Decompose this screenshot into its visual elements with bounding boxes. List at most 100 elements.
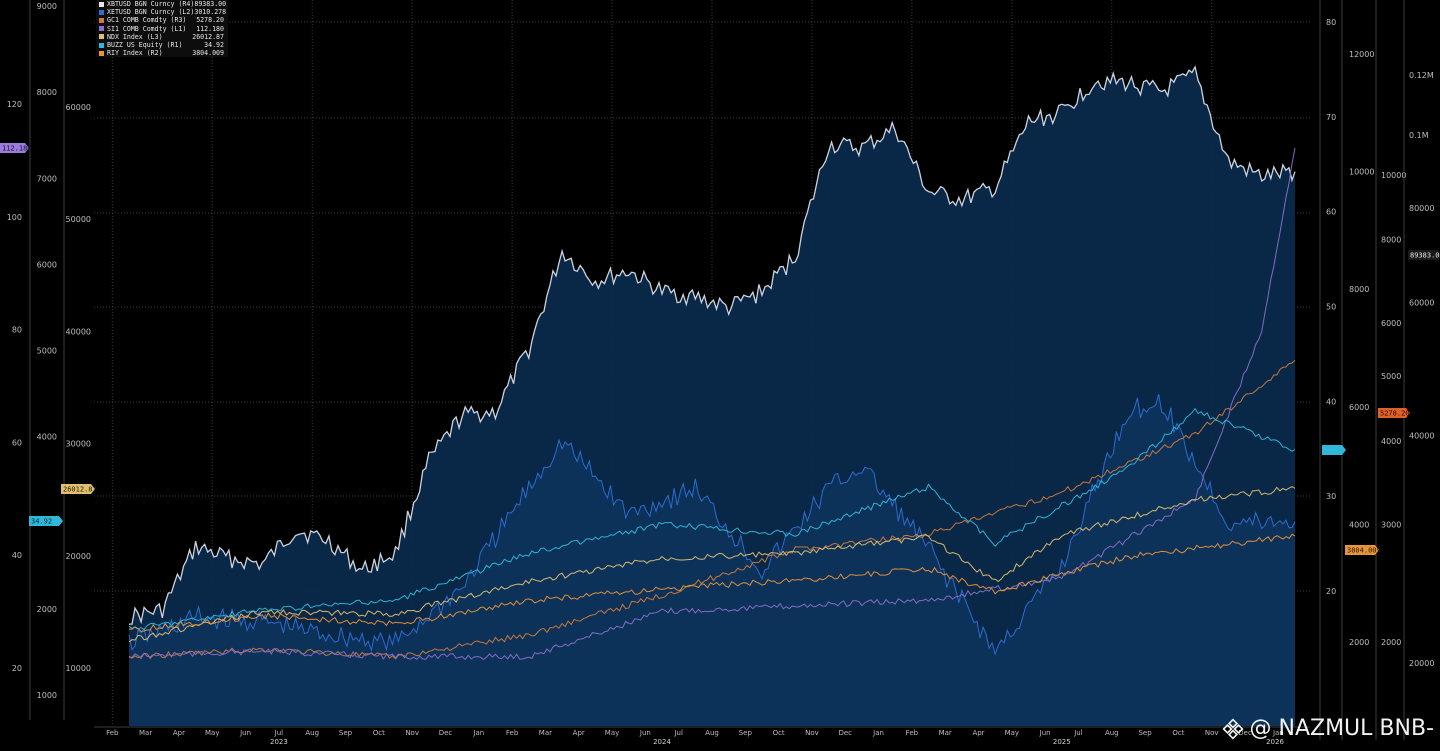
eth-area	[129, 394, 1295, 726]
btc-area	[129, 66, 1295, 726]
flag-silver-text: 112.180	[2, 145, 32, 153]
flag-ndx: 26012.87	[61, 484, 97, 494]
legend-swatch	[99, 50, 104, 56]
tick-label-r3: 5000	[1381, 372, 1401, 381]
flag-riy-text: 3804.009	[1347, 547, 1381, 555]
tick-label-month: Feb	[906, 729, 919, 737]
tick-label-r3: 8000	[1381, 236, 1401, 245]
tick-label-r1: 50	[1326, 303, 1336, 312]
tick-label-month: Apr	[573, 729, 585, 737]
series-line-layer	[128, 65, 1296, 661]
watermark: @ NAZMUL BNB-	[1221, 716, 1434, 741]
tick-label-month: Feb	[106, 729, 119, 737]
tick-label-r3: 4000	[1381, 437, 1401, 446]
flag-buzz-right-bg	[1322, 445, 1346, 455]
flag-buzz-text: 34.92	[31, 518, 52, 526]
tick-label-l3: 50000	[66, 215, 91, 224]
tick-label-r2: 4000	[1349, 520, 1369, 529]
legend-entry: NDX Index (L3) 26012.87	[96, 33, 228, 41]
flag-riy-bg	[1345, 545, 1379, 555]
tick-label-month: Sep	[739, 729, 753, 737]
tick-label-month: Jun	[1039, 729, 1051, 737]
tick-label-month: Sep	[339, 729, 353, 737]
legend-value: 112.180	[196, 24, 224, 33]
legend-label: NDX Index (L3)	[107, 32, 163, 41]
series-line-l3	[128, 486, 1296, 643]
legend-value: 34.92	[204, 41, 224, 50]
tick-label-month: May	[205, 729, 219, 737]
tick-label-month: May	[1005, 729, 1019, 737]
tick-label-l1: 120	[7, 100, 22, 109]
tick-label-month: Jun	[239, 729, 251, 737]
chart-legend: XBTUSD BGN Curncy (R4) 89383.00 XETUSD BGN…	[96, 0, 228, 57]
tick-label-month: Jan	[1272, 729, 1284, 737]
tick-label-month: Jul	[274, 729, 284, 737]
tick-label-l1: 40	[12, 551, 22, 560]
tick-label-month: Sep	[1138, 729, 1152, 737]
tick-label-r1: 30	[1326, 492, 1336, 501]
legend-value: 3010.278	[194, 8, 227, 17]
tick-label-month: Apr	[972, 729, 984, 737]
axis-layer: 20 40 60 80 100 120 1000 2000 3000 4000 5000 6000 70…	[7, 0, 1434, 746]
tick-label-month: Feb	[506, 729, 519, 737]
legend-entry: BUZZ US Equity (R1) 34.92	[96, 41, 228, 49]
tick-label-month: Nov	[405, 729, 419, 737]
series-line-l1	[128, 148, 1296, 661]
tick-label-month: Mar	[539, 729, 552, 737]
tick-label-r1: 70	[1326, 113, 1336, 122]
tick-label-r4: 60000	[1409, 298, 1434, 307]
tick-label-r1: 20	[1326, 587, 1336, 596]
tick-label-r1: 40	[1326, 397, 1336, 406]
flag-ndx-text: 26012.87	[63, 486, 97, 494]
tick-label-month: Dec	[838, 729, 852, 737]
tick-label-r4: 0.1M	[1409, 131, 1429, 140]
tick-label-month: Jul	[673, 729, 683, 737]
tick-label-month: Mar	[939, 729, 952, 737]
tick-label-l2: 5000	[37, 347, 57, 356]
tick-label-l2: 6000	[37, 260, 57, 269]
flag-gold-text: 5278.20	[1380, 410, 1410, 418]
legend-value: 3804.009	[192, 49, 224, 58]
legend-label: XBTUSD BGN Curncy (R4)	[107, 0, 195, 8]
tick-label-month: Mar	[139, 729, 152, 737]
flag-btc-bg	[1408, 250, 1440, 260]
tick-label-r2: 12000	[1349, 50, 1374, 59]
tick-label-l3: 30000	[66, 440, 91, 449]
tick-label-l2: 8000	[37, 88, 57, 97]
tick-label-l1: 100	[7, 213, 22, 222]
tick-label-month: Dec	[439, 729, 453, 737]
value-flag-layer: 112.180 26012.87 34.92 3804.009 5278.20 89383…	[0, 143, 1440, 555]
tick-label-year: 2025	[1053, 738, 1071, 746]
tick-label-month: Nov	[1205, 729, 1219, 737]
legend-entry: XETUSD BGN Curncy (L2) 3010.278	[96, 8, 228, 16]
legend-swatch	[99, 34, 104, 40]
tick-label-r4: 40000	[1409, 432, 1434, 441]
legend-swatch	[99, 9, 104, 15]
legend-value: 5278.20	[196, 16, 224, 25]
tick-label-r4: 20000	[1409, 659, 1434, 668]
tick-label-month: Jun	[639, 729, 651, 737]
flag-btc: 89383.00	[1408, 250, 1440, 260]
legend-label: GC1 COMB Comdty (R3)	[107, 16, 187, 25]
tick-label-l2: 2000	[37, 605, 57, 614]
tick-label-month: May	[605, 729, 619, 737]
tick-label-l2: 7000	[37, 174, 57, 183]
flag-silver-bg	[0, 143, 29, 153]
flag-buzz: 34.92	[29, 516, 63, 526]
flag-buzz-right	[1322, 445, 1346, 455]
legend-value: 26012.87	[192, 32, 224, 41]
tick-label-month: Jan	[872, 729, 884, 737]
legend-swatch	[99, 26, 104, 32]
legend-entry: RIY Index (R2) 3804.009	[96, 49, 228, 57]
tick-label-month: Jan	[472, 729, 484, 737]
flag-riy: 3804.009	[1345, 545, 1381, 555]
tick-label-r2: 8000	[1349, 285, 1369, 294]
tick-label-l3: 60000	[66, 103, 91, 112]
series-area-layer	[129, 66, 1295, 726]
flag-gold: 5278.20	[1378, 408, 1410, 418]
flag-btc-text: 89383.00	[1410, 252, 1440, 260]
tick-label-r2: 2000	[1349, 638, 1369, 647]
tick-label-l3: 10000	[66, 664, 91, 673]
tick-label-r1: 80	[1326, 18, 1336, 27]
tick-label-r3: 2000	[1381, 638, 1401, 647]
